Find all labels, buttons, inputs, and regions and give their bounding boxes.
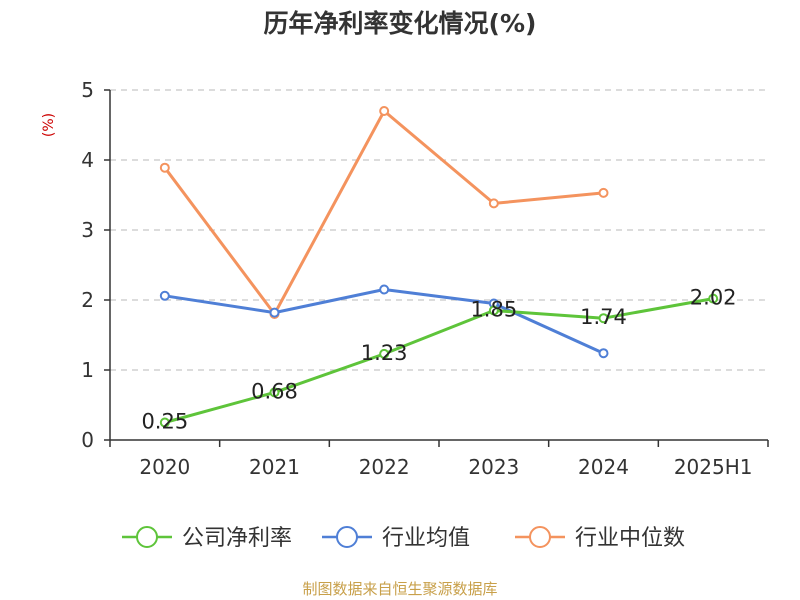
legend-marker [136, 526, 158, 548]
data-point [159, 290, 170, 301]
series-lines [159, 106, 719, 428]
data-point [379, 106, 390, 116]
axes: 0 1 2 3 4 5 (%) 2020 2021 2022 2023 2024 2025H1 [41, 78, 769, 479]
data-point [269, 387, 280, 398]
y-tick-label: 2 [81, 288, 94, 312]
data-point [708, 293, 719, 304]
data-point [598, 313, 609, 324]
legend-label: 行业均值 [382, 526, 470, 551]
data-label: 1.23 [361, 341, 408, 365]
x-tick-label: 2020 [139, 455, 190, 479]
series-line-2 [163, 109, 605, 316]
y-tick-label: 5 [81, 78, 94, 102]
x-tick-label: 2024 [578, 455, 629, 479]
data-label: 1.74 [580, 305, 627, 329]
data-point [598, 348, 609, 359]
chart-title: 历年净利率变化情况(%) [263, 9, 537, 38]
legend-marker [529, 526, 551, 548]
x-tick-label: 2022 [359, 455, 410, 479]
y-tick-label: 3 [81, 218, 94, 242]
data-label: 0.68 [251, 379, 298, 403]
data-point [379, 284, 390, 295]
data-point [598, 187, 609, 198]
y-tick-label: 0 [81, 428, 94, 452]
data-point [159, 417, 170, 428]
legend: 公司净利率 行业均值 行业中位数 [122, 526, 685, 551]
data-point [159, 162, 170, 173]
data-point [379, 348, 390, 359]
x-tick-label: 2023 [468, 455, 519, 479]
data-point [269, 307, 280, 318]
legend-label: 公司净利率 [182, 526, 292, 551]
legend-marker [336, 526, 358, 548]
y-tick-label: 1 [81, 358, 94, 382]
y-axis-label: (%) [41, 113, 57, 137]
legend-label: 行业中位数 [575, 526, 685, 551]
y-tick-label: 4 [81, 148, 94, 172]
series-line-0 [163, 297, 715, 424]
grid-lines [110, 89, 768, 371]
data-label: 0.25 [141, 410, 188, 434]
data-point [488, 198, 499, 209]
data-label: 1.85 [470, 298, 517, 322]
x-tick-label: 2025H1 [674, 455, 753, 479]
data-labels: 0.25 0.68 1.23 1.85 1.74 2.02 [141, 286, 736, 434]
source-note: 制图数据来自恒生聚源数据库 [302, 580, 498, 598]
data-label: 2.02 [690, 286, 737, 310]
data-point [488, 305, 499, 316]
x-tick-label: 2021 [249, 455, 300, 479]
